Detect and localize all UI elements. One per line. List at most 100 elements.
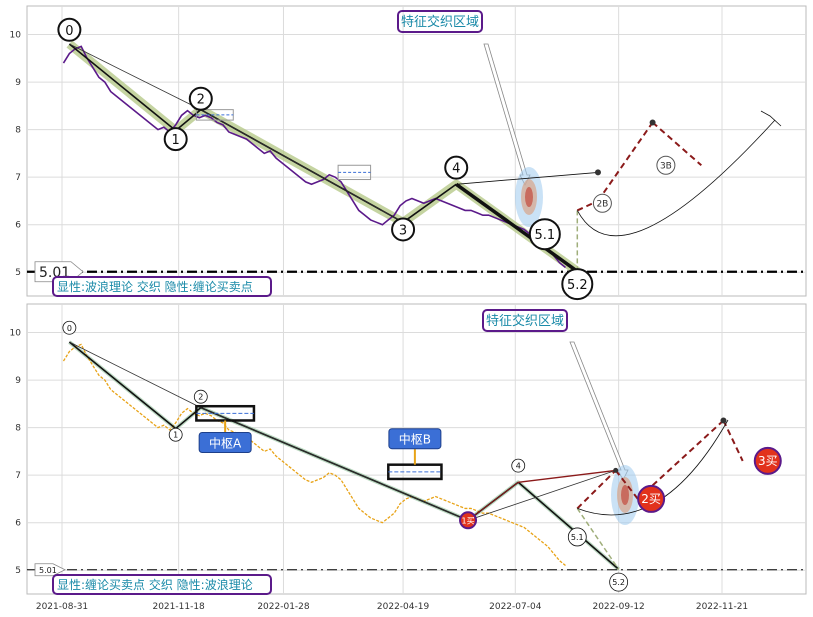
hline-arrow-label — [34, 563, 66, 577]
connector-line — [456, 171, 599, 185]
wave-label: 4 — [452, 162, 460, 177]
buy-point-label: 3买 — [758, 454, 778, 468]
y-tick-label: 6 — [15, 519, 21, 529]
feature-zone-label: 特征交织区域 — [401, 14, 479, 30]
wave-segment — [455, 182, 579, 273]
wave-label: 2 — [197, 93, 205, 108]
price-series-line — [62, 343, 566, 566]
y-tick-label: 6 — [15, 221, 21, 231]
buy-point-marker — [753, 446, 782, 475]
pivot-label-box — [198, 431, 252, 453]
channel-line — [200, 407, 469, 521]
plot-area — [26, 5, 807, 297]
wave-label: 5.2 — [567, 278, 588, 293]
wave-label-circle — [592, 193, 612, 213]
channel-line — [200, 109, 404, 223]
wave-label: 2B — [596, 199, 608, 209]
wave-label-circle — [193, 389, 208, 404]
y-tick-label: 7 — [15, 173, 21, 183]
x-tick-label: 2022-04-19 — [377, 602, 430, 612]
pivot-label: 中枢B — [399, 432, 431, 447]
projection-segment — [651, 121, 702, 167]
channel-line — [69, 43, 201, 110]
wave-label-circle — [188, 86, 213, 111]
projection-down-line — [576, 508, 620, 570]
wave-label: 5.1 — [571, 533, 584, 542]
projection-arc-end — [760, 110, 782, 127]
wave-label-circle — [561, 268, 594, 301]
feature-zone-center — [621, 485, 629, 505]
wave-segment — [68, 43, 177, 132]
price-series-line — [62, 45, 566, 269]
y-tick-label: 5 — [15, 268, 21, 278]
projection-segment — [597, 121, 654, 202]
wave-segment — [517, 481, 620, 570]
feature-zone-box — [397, 10, 483, 33]
x-tick-label: 2022-07-04 — [489, 602, 542, 612]
pivot-dot — [720, 417, 727, 424]
pivot-dot — [613, 467, 619, 473]
wave-label: 0 — [65, 24, 73, 39]
wave-label-circle — [168, 427, 183, 442]
wave-label: 0 — [67, 324, 72, 333]
projection-arc — [576, 119, 776, 237]
projection-segment — [722, 420, 744, 462]
x-tick-label: 2022-01-28 — [257, 602, 310, 612]
buy-point-marker — [637, 484, 666, 513]
y-tick-label: 7 — [15, 471, 21, 481]
connector-line — [467, 481, 519, 521]
x-tick-label: 2022-09-12 — [592, 602, 644, 612]
pivot-label: 中枢A — [209, 435, 242, 450]
feature-zone-center — [525, 187, 533, 207]
wave-label-circle — [391, 217, 416, 242]
wave-label: 5.1 — [534, 228, 555, 243]
wave-label-circle — [444, 155, 469, 180]
y-tick-label: 8 — [15, 424, 21, 434]
wave-label-circle — [511, 458, 526, 473]
wave-label: 3B — [660, 161, 672, 171]
connector-line — [518, 469, 616, 483]
channel-line — [69, 341, 201, 408]
feature-zone-label: 特征交织区域 — [486, 313, 564, 329]
projection-segment — [614, 469, 639, 500]
wave-label: 3 — [399, 223, 407, 238]
wave-label-circle — [528, 218, 561, 251]
y-tick-label: 5 — [15, 566, 21, 576]
wave-label: 5.2 — [612, 578, 625, 587]
y-tick-label: 10 — [10, 31, 22, 41]
wave-label-circle — [163, 127, 188, 152]
caption-box — [52, 276, 272, 297]
wave-label-circle — [57, 17, 82, 42]
pivot-dot — [649, 119, 656, 126]
projection-segment — [576, 469, 617, 510]
caption-text: 显性:缠论买卖点 交织 隐性:波浪理论 — [57, 577, 253, 592]
x-tick-label: 2021-08-31 — [36, 602, 88, 612]
wave-label-circle — [567, 527, 587, 547]
wave-label-circle — [656, 155, 676, 175]
y-tick-label: 10 — [10, 329, 22, 339]
caption-text: 显性:波浪理论 交织 隐性:缠论买卖点 — [57, 279, 253, 294]
y-tick-label: 9 — [15, 376, 21, 386]
feature-zone-box — [482, 309, 568, 332]
wave-segment — [68, 341, 177, 430]
connector-line — [467, 470, 616, 521]
x-tick-label: 2021-11-18 — [152, 602, 205, 612]
wave-label: 2 — [198, 393, 203, 402]
buy-point-label: 1买 — [461, 516, 474, 525]
buy-point-marker — [459, 511, 478, 530]
top-panel: 56789105.01特征交织区域012345.15.22B3B显性:波浪理论 … — [10, 5, 807, 301]
hline-value-label: 5.01 — [39, 566, 57, 575]
wave-label: 4 — [516, 462, 521, 471]
wave-label-circle — [62, 320, 77, 335]
pivot-dot — [594, 169, 601, 176]
wave-label: 1 — [173, 431, 178, 440]
y-tick-label: 9 — [15, 78, 21, 88]
y-tick-label: 8 — [15, 126, 21, 136]
caption-box — [52, 574, 272, 595]
wave-label-circle — [609, 572, 629, 592]
wave-segment — [402, 183, 457, 223]
buy-point-label: 2买 — [641, 492, 661, 506]
wave-label: 1 — [172, 133, 180, 148]
